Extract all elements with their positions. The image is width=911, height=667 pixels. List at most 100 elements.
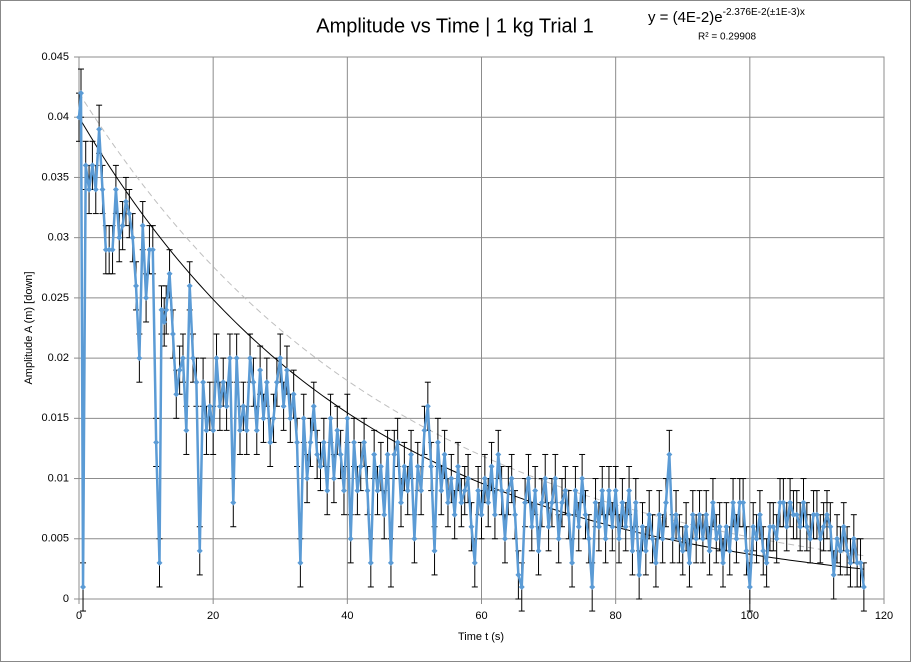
data-point [723,523,730,530]
data-point [216,403,223,410]
data-point [827,523,834,530]
data-point [163,306,170,313]
data-point [223,403,230,410]
data-point [750,523,757,530]
data-point [76,114,82,121]
data-point [133,282,140,289]
data-point [387,559,394,566]
data-point [498,487,505,494]
data-point [857,559,864,566]
equation-base: y = (4E-2)e [648,9,723,26]
data-point [793,511,800,518]
data-point [562,487,569,494]
trendline [78,116,864,570]
data-point [230,499,237,506]
data-point [126,210,133,217]
data-point [112,186,119,193]
data-point [82,162,89,169]
data-point [760,547,767,554]
data-point [592,499,599,506]
data-point [401,463,408,470]
y-tick-label: 0.025 [41,292,69,304]
data-point [689,511,696,518]
data-point [193,379,200,386]
x-tick-label: 0 [76,610,82,622]
data-point [649,535,656,542]
data-point [746,583,753,590]
data-point [471,559,478,566]
data-point [860,583,867,590]
data-point [424,403,431,410]
data-point [166,270,173,277]
data-point [200,379,207,386]
trend-equation: y = (4E-2)e-2.376E-2(±1E-3)x [648,7,805,26]
data-point [213,355,220,362]
data-point [317,463,324,470]
data-point [834,535,841,542]
data-point [820,523,827,530]
data-point [233,355,240,362]
data-point [371,451,378,458]
data-point [92,186,99,193]
data-point [421,427,428,434]
data-point [696,511,703,518]
data-point [263,379,270,386]
data-point [595,523,602,530]
data-point [840,523,847,530]
data-point [612,487,619,494]
data-point [408,451,415,458]
data-point [283,367,290,374]
data-point [179,355,186,362]
data-point [324,487,331,494]
data-point [86,186,93,193]
y-tick-label: 0.03 [48,232,69,244]
y-tick-label: 0.045 [41,51,69,63]
data-point [314,451,321,458]
data-point [803,523,810,530]
data-point [629,547,636,554]
data-point [817,535,824,542]
data-point [374,487,381,494]
data-point [535,547,542,554]
data-point [545,523,552,530]
data-point [555,535,562,542]
data-point [501,535,508,542]
data-point [777,499,784,506]
data-point [102,246,109,253]
data-point [156,559,163,566]
plot-border [78,56,885,600]
data-point [528,523,535,530]
data-point [465,475,472,482]
data-point [428,463,435,470]
data-point [488,463,495,470]
data-point [391,451,398,458]
data-point [703,511,710,518]
data-point [632,499,639,506]
data-point [78,90,85,97]
data-point [106,246,113,253]
data-point [143,294,150,301]
data-point [354,487,361,494]
data-point [515,571,522,578]
data-point [237,427,243,434]
data-point [351,439,358,446]
data-point [367,559,374,566]
data-point [756,511,763,518]
data-point [837,547,844,554]
data-point [565,511,572,518]
y-axis-label: Amplitude A (m) [down] [23,271,35,384]
data-point [451,511,458,518]
data-point [736,499,743,506]
y-tick-label: 0 [63,593,69,605]
trendline [78,92,864,557]
y-tick-label: 0.035 [41,171,69,183]
data-point [662,499,669,506]
data-point [444,499,451,506]
data-point [505,487,512,494]
data-point [273,379,280,386]
data-point [257,367,264,374]
data-point [763,559,770,566]
data-point [753,535,760,542]
data-point [552,475,559,482]
data-point [122,198,129,205]
